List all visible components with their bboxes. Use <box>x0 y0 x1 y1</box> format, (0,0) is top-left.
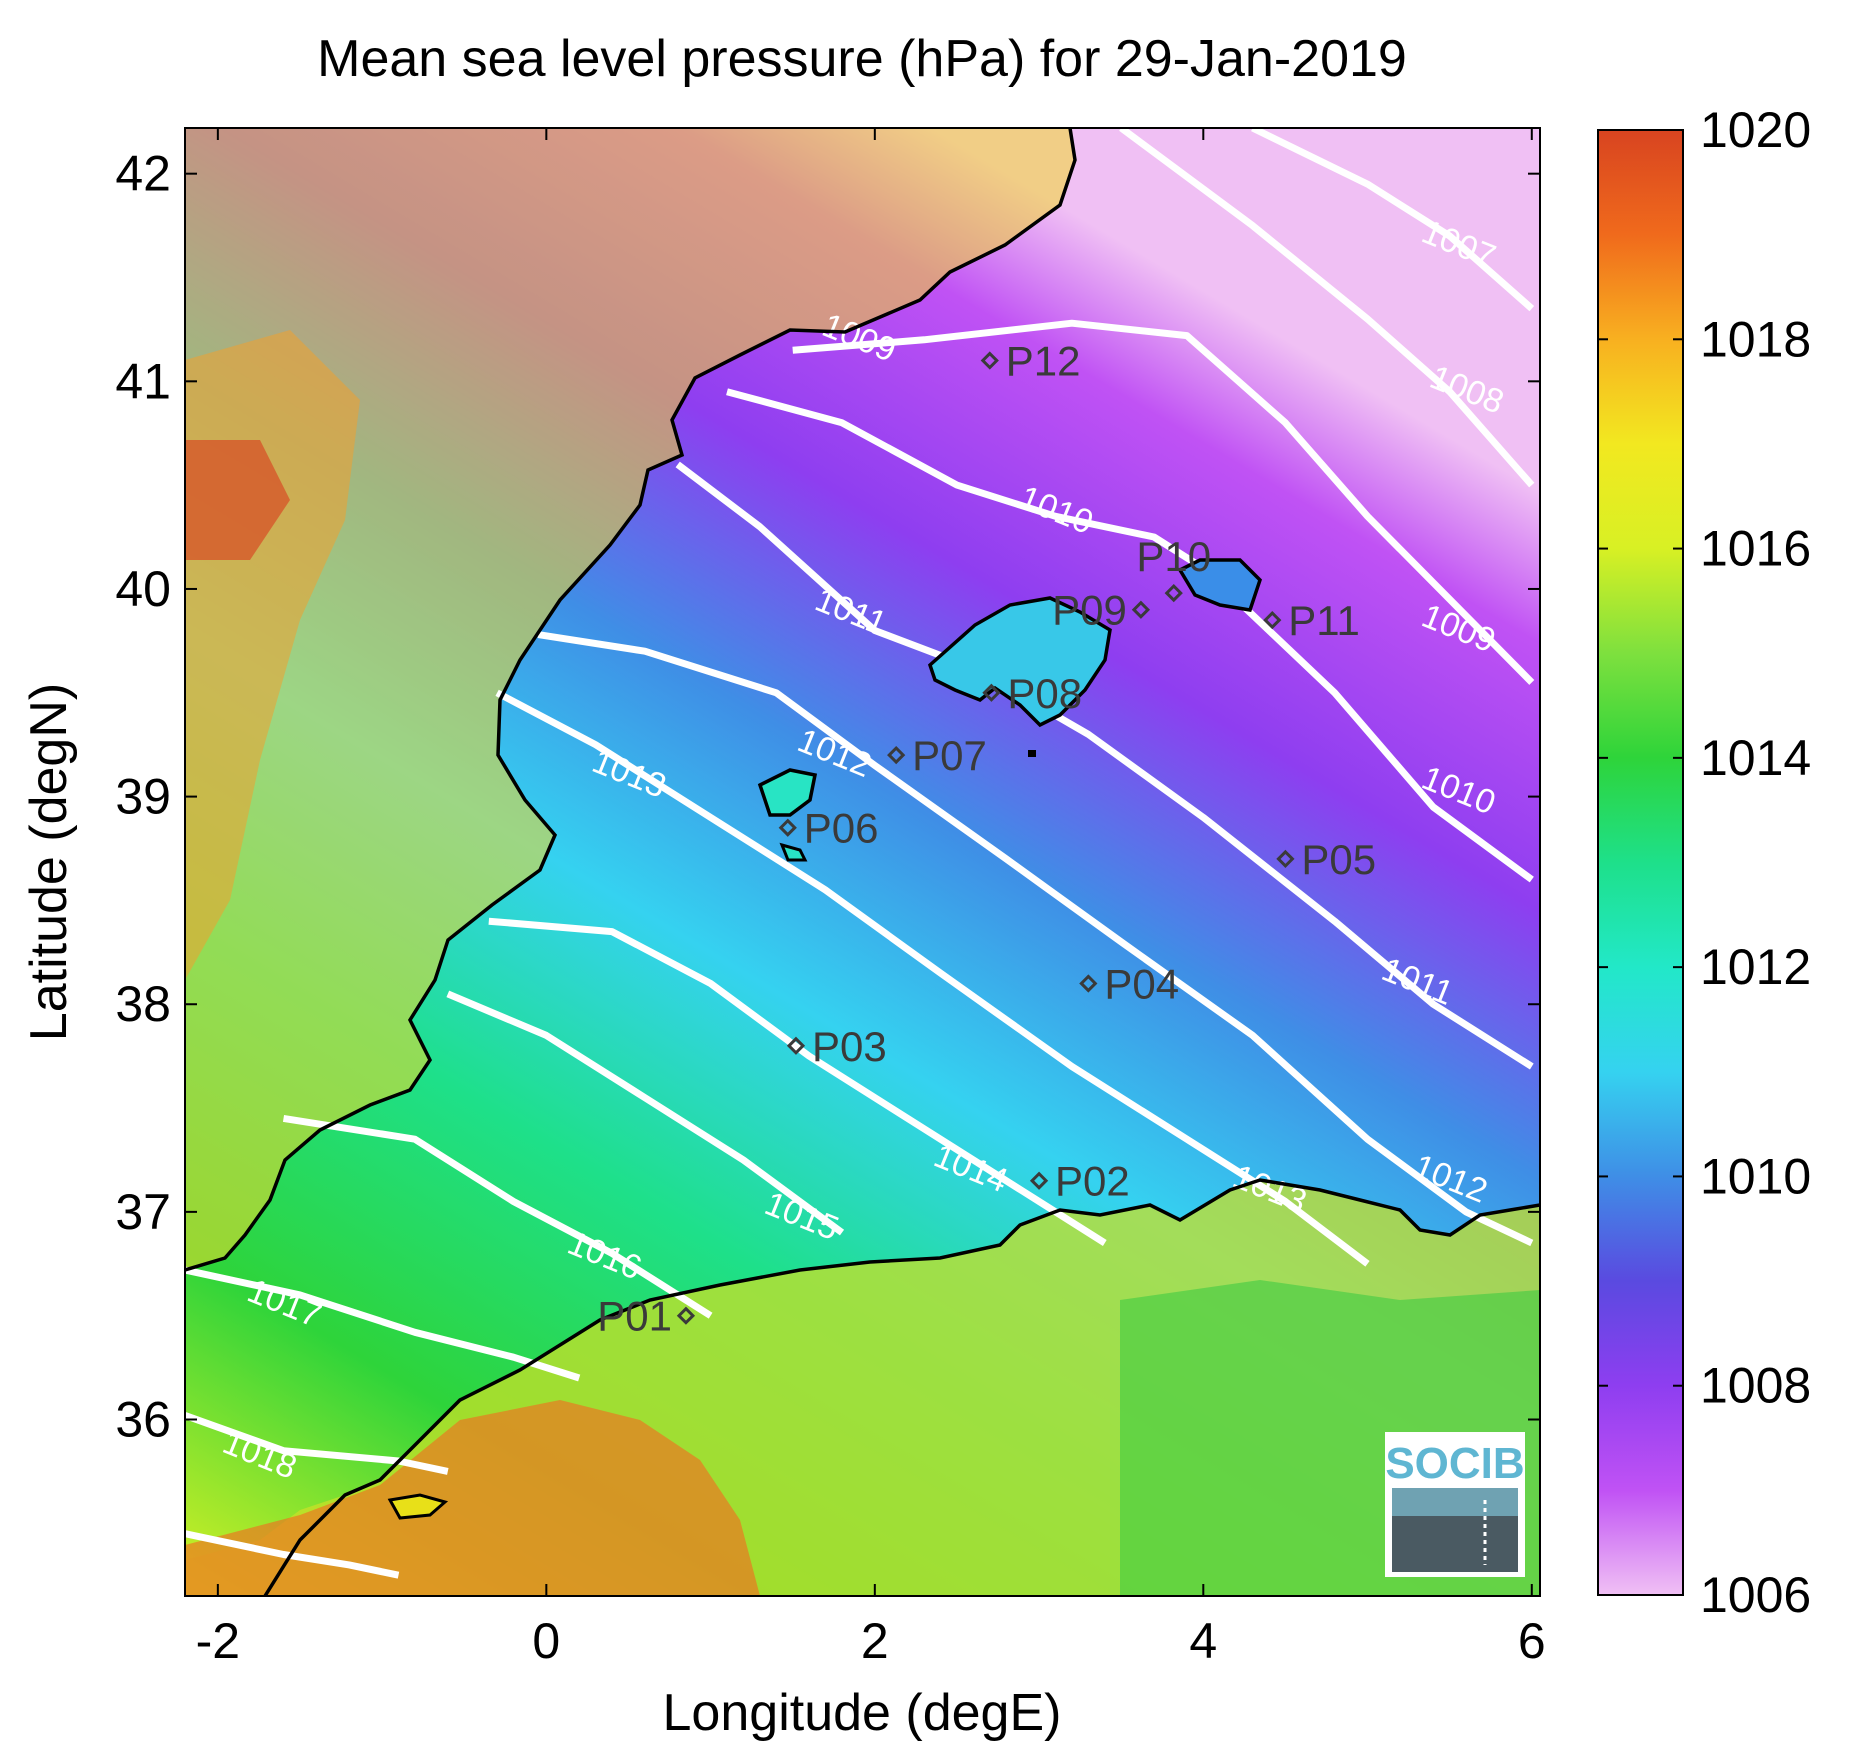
station-marker <box>1079 974 1098 993</box>
station-label: P08 <box>1007 670 1082 717</box>
north-african-coastline <box>263 1178 1540 1596</box>
colorbar-tick-label: 1020 <box>1700 102 1811 158</box>
x-tick-label: 4 <box>1189 1613 1217 1669</box>
mallorca-island <box>927 596 1112 728</box>
y-tick-label: 40 <box>115 561 171 617</box>
isobar-line <box>675 461 1534 1070</box>
x-tick-label: -2 <box>196 1613 240 1669</box>
station-label: P04 <box>1104 960 1179 1007</box>
inland-high-area <box>185 440 290 560</box>
station-marker <box>1164 583 1183 603</box>
station-label: P03 <box>812 1023 887 1070</box>
iberian-coastline <box>185 128 1077 1272</box>
station-label: P01 <box>597 1293 672 1340</box>
station-marker <box>1029 1171 1049 1190</box>
isobar-line <box>446 990 845 1236</box>
colorbar-tick-label: 1008 <box>1700 1358 1811 1414</box>
station-marker <box>982 683 1001 702</box>
x-tick-label: 2 <box>861 1613 889 1669</box>
isobar-line <box>185 1266 581 1382</box>
alboran-island <box>387 1493 449 1520</box>
colorbar <box>1597 129 1684 1596</box>
station-label: P09 <box>1052 587 1127 634</box>
station-label: P02 <box>1055 1158 1130 1205</box>
isobar-line <box>1251 128 1535 312</box>
colorbar-tick-label: 1012 <box>1700 939 1811 995</box>
ibiza-island <box>757 768 818 817</box>
station-label: P07 <box>912 732 987 779</box>
y-axis-ticks: 36 37 38 39 40 41 42 <box>115 146 1540 1448</box>
colorbar-tick-label: 1018 <box>1700 311 1811 367</box>
station-marker <box>1131 600 1151 619</box>
colorbar-ticks: 1006 1008 1010 1012 1014 1016 1018 1020 <box>1598 102 1811 1623</box>
station-marker <box>778 818 797 837</box>
map-frame <box>184 127 1541 1597</box>
logo-text: SOCIB <box>1385 1439 1524 1488</box>
station-label: P06 <box>804 805 879 852</box>
isobar-line <box>726 388 1534 883</box>
station-marker <box>980 351 999 370</box>
x-axis-ticks: -2 0 2 4 6 <box>196 128 1546 1669</box>
x-tick-label: 0 <box>532 1613 560 1669</box>
isobar-line <box>792 319 1535 685</box>
y-tick-label: 38 <box>115 976 171 1032</box>
colorbar-tick-label: 1016 <box>1700 521 1811 577</box>
station-label: P11 <box>1288 597 1360 644</box>
x-tick-label: 6 <box>1518 1613 1546 1669</box>
colorbar-tick-label: 1006 <box>1700 1567 1811 1623</box>
isobar-line <box>537 631 1534 1247</box>
isobar-line <box>282 1114 713 1319</box>
station-label: P10 <box>1136 533 1211 580</box>
station-label: P05 <box>1301 836 1376 883</box>
formentera-island <box>779 842 808 862</box>
iberia-land-tint <box>185 128 1075 1270</box>
y-tick-label: 42 <box>115 146 171 202</box>
isobar-line <box>488 917 1107 1246</box>
chart-title: Mean sea level pressure (hPa) for 29-Jan… <box>317 30 1407 88</box>
station-marker <box>1263 610 1282 630</box>
station-marker <box>676 1306 696 1325</box>
isobar-line <box>185 1412 449 1475</box>
station-label: P12 <box>1006 338 1081 385</box>
colorbar-tick-label: 1010 <box>1700 1148 1811 1204</box>
y-tick-label: 36 <box>115 1392 171 1448</box>
isobar-line <box>185 1530 400 1579</box>
x-axis-label: Longitude (degE) <box>663 1684 1062 1742</box>
menorca-island <box>1177 558 1263 612</box>
y-tick-label: 37 <box>115 1184 171 1240</box>
y-tick-label: 39 <box>115 769 171 825</box>
logo-sky-band <box>1392 1488 1518 1516</box>
north-africa-warm-land <box>185 1400 760 1596</box>
socib-logo: SOCIB <box>1385 1432 1525 1577</box>
station-marker <box>887 745 906 765</box>
cabrera-island <box>1028 750 1036 757</box>
colorbar-tick-label: 1014 <box>1700 730 1811 786</box>
isobar-line <box>1119 128 1535 488</box>
y-axis-label: Latitude (degN) <box>20 683 78 1041</box>
map-area: 1007100810091009101010101011101110121012… <box>185 128 1540 1596</box>
station-marker <box>786 1036 806 1055</box>
station-marker <box>1276 849 1295 869</box>
y-tick-label: 41 <box>115 353 171 409</box>
